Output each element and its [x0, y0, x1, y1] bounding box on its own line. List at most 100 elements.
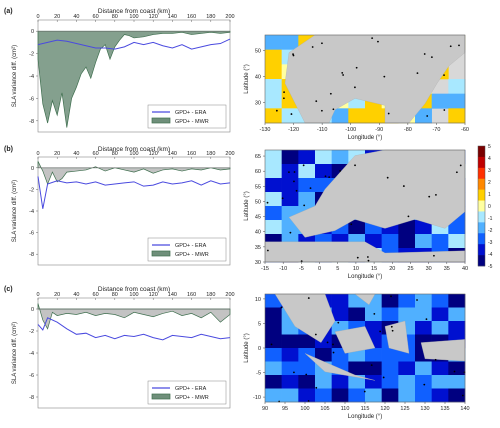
station-dot: [320, 109, 323, 112]
station-dot: [407, 215, 410, 218]
x-tick-label: -5: [299, 266, 304, 272]
x-tick-label: 35: [444, 266, 450, 272]
x-tick-label: -60: [461, 127, 469, 133]
colorbar: 5 4 3 2 1 0 -1 -2 -3 -4 -5: [477, 144, 493, 270]
x-tick-label: 95: [282, 406, 288, 412]
station-dot: [377, 40, 379, 43]
y-tick-label: 40: [255, 230, 261, 236]
map-cell: [331, 307, 349, 322]
y-tick-label: -6: [29, 231, 34, 237]
series-mwr-area: [37, 161, 231, 185]
map-cell: [365, 108, 382, 124]
x-tick-label: -120: [288, 127, 299, 133]
x-tick-label: 140: [168, 14, 177, 20]
station-dot: [281, 197, 284, 200]
map-cell: [281, 150, 299, 165]
legend-label-era: GPD+ - ERA: [175, 110, 207, 116]
map-cell: [415, 388, 432, 403]
x-tick-label: 160: [187, 292, 196, 298]
x-tick-label: 115: [361, 406, 370, 412]
map-cell: [431, 388, 449, 403]
map-cell: [315, 348, 332, 362]
station-dot: [434, 358, 437, 361]
legend-swatch-mwr: [151, 250, 171, 257]
legend-swatch-mwr: [151, 117, 171, 124]
map-cell: [348, 388, 366, 403]
map-cell: [298, 388, 316, 403]
y-tick-label: 35: [255, 245, 261, 251]
station-dot: [303, 204, 306, 207]
colorbar-tick-label: -4: [488, 252, 493, 258]
x-axis-label: Distance from coast (km): [98, 146, 170, 153]
map-cell: [281, 375, 299, 389]
station-dot: [386, 176, 389, 179]
map-cell: [281, 164, 299, 179]
y-tick-label: -8: [29, 119, 34, 125]
colorbar-segment: [478, 244, 485, 256]
x-tick-label: 20: [54, 292, 60, 298]
line-panel-2: (b) Distance from coast (km) 0 20 40 60 80 100 1…: [4, 146, 235, 266]
station-dot: [275, 109, 278, 112]
legend-label-era: GPD+ - ERA: [175, 243, 207, 249]
map-cell: [265, 220, 282, 235]
map-cell: [448, 93, 466, 109]
x-tick-label: 80: [112, 14, 118, 20]
map-cell: [415, 375, 432, 389]
x-axis-label: Longitude (°): [348, 135, 382, 141]
map-cell: [448, 307, 466, 322]
station-dot: [321, 42, 323, 45]
panel-label: (c): [4, 286, 13, 293]
map-cell: [448, 388, 466, 403]
x-tick-label: 60: [93, 151, 99, 157]
station-dot: [461, 394, 464, 397]
x-tick-label: 200: [225, 14, 234, 20]
map-cell: [265, 35, 282, 50]
map-cell: [315, 375, 332, 389]
map-cell: [265, 206, 282, 221]
station-dot: [305, 373, 308, 376]
x-tick-label: 0: [36, 14, 39, 20]
x-axis-label: Distance from coast (km): [98, 8, 170, 15]
map-panel-1: -130 -120 -110 -100 -90 -80 -70 -60 50 40 30 Longit…: [244, 34, 469, 141]
map-cell: [431, 93, 449, 109]
map-cell: [448, 220, 466, 235]
station-dot: [315, 386, 318, 389]
station-dot: [337, 321, 340, 324]
map-cell: [431, 234, 449, 249]
colorbar-segment: [478, 255, 485, 267]
legend-label-mwr: GPD+ - MWR: [175, 395, 209, 401]
x-tick-label: 40: [73, 151, 79, 157]
station-dot: [366, 256, 369, 258]
colorbar-frame: [477, 145, 486, 267]
x-tick-label: 120: [380, 406, 389, 412]
map-cell: [265, 388, 282, 403]
station-dot: [458, 44, 460, 47]
colorbar-segment: [478, 167, 485, 180]
map-cell: [398, 234, 416, 249]
x-tick-label: 200: [225, 151, 234, 157]
x-tick-label: 100: [300, 406, 309, 412]
station-dot: [266, 249, 269, 252]
station-dot: [416, 72, 419, 74]
map-cell: [265, 108, 282, 124]
map-panel-2: -15 -10 -5 0 5 10 15 20 25 30 35 40 65 60 55 50 45 40 35 30…: [244, 149, 468, 280]
station-dot: [332, 351, 335, 354]
colorbar-tick-label: 1: [488, 192, 491, 198]
y-tick-label: 0: [31, 166, 34, 172]
map-cell: [281, 361, 299, 376]
station-dot: [315, 100, 318, 103]
map-cell: [381, 294, 399, 308]
station-dot: [328, 176, 331, 179]
x-tick-label: 0: [318, 266, 321, 272]
station-dot: [300, 260, 303, 263]
map-cell: [398, 361, 416, 376]
map-frame: [264, 149, 466, 263]
colorbar-segment: [478, 146, 485, 158]
station-dot: [295, 189, 298, 192]
y-axis-label: SLA variance diff. (cm²): [12, 45, 18, 107]
x-tick-label: 140: [168, 292, 177, 298]
station-dot: [428, 195, 431, 198]
station-dot: [283, 91, 285, 94]
x-tick-label: 100: [129, 292, 138, 298]
